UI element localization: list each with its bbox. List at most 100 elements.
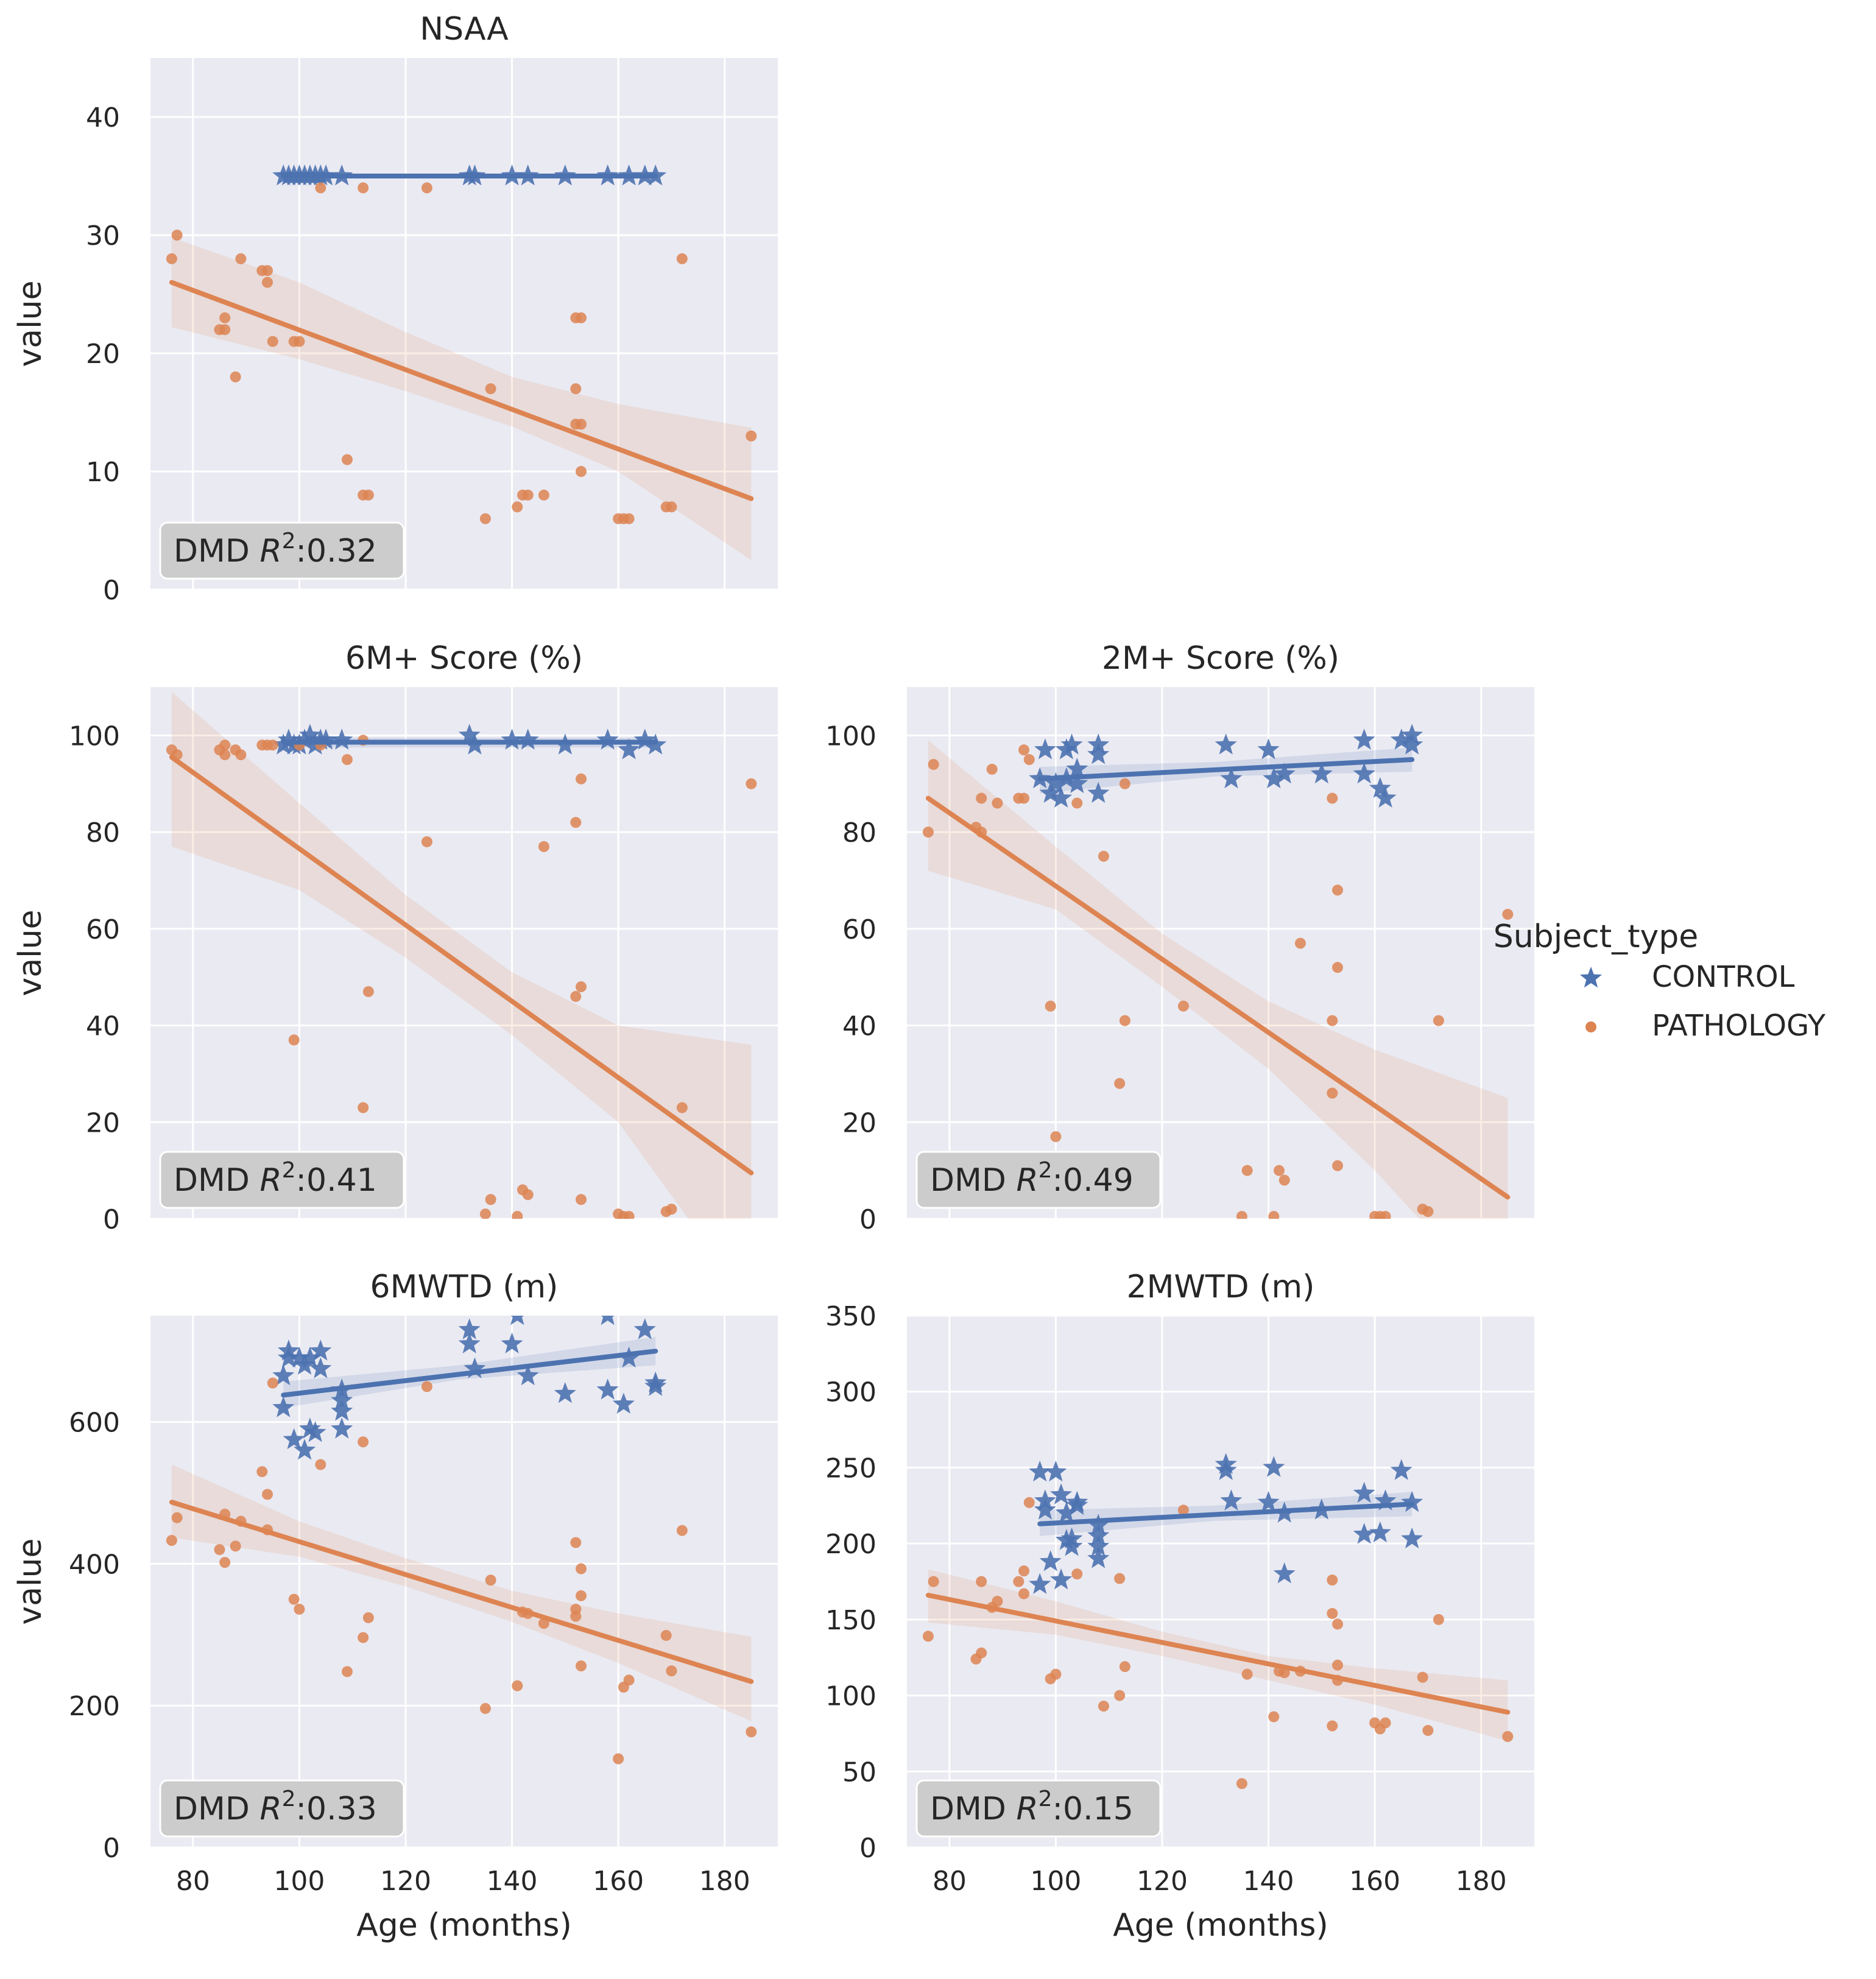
- pathology-point: [362, 986, 374, 997]
- pathology-point: [538, 489, 549, 501]
- control-point: [1045, 1460, 1067, 1482]
- pathology-point: [267, 739, 278, 751]
- pathology-point: [1177, 1505, 1189, 1516]
- pathology-point: [1241, 1668, 1253, 1680]
- control-point: [601, 1316, 615, 1325]
- panel-title: NSAA: [420, 11, 509, 48]
- pathology-point: [1241, 1165, 1253, 1176]
- regression-line: [925, 1592, 1511, 1715]
- x-tick-label: 100: [1030, 1866, 1081, 1897]
- star-icon: [1579, 967, 1603, 988]
- r2-annotation: DMD R2:0.32: [159, 521, 405, 580]
- control-point: [1050, 1568, 1073, 1590]
- pathology-point: [1327, 1015, 1338, 1026]
- pathology-point: [576, 1660, 587, 1672]
- pathology-point: [1119, 1015, 1130, 1026]
- control-point: [1257, 738, 1280, 760]
- pathology-point: [267, 1377, 278, 1389]
- control-point: [298, 1346, 321, 1368]
- pathology-point: [1274, 1165, 1285, 1176]
- regression-line: [169, 1500, 754, 1684]
- plot-content: [166, 164, 757, 560]
- pathology-point: [1327, 1087, 1338, 1099]
- control-point: [1374, 1489, 1397, 1511]
- pathology-point: [576, 1563, 587, 1575]
- panel-5: 0 50 100 150 200 250 300 350 80 100 120 140 160 180 2M…: [825, 1269, 1534, 1944]
- control-point: [1401, 733, 1423, 755]
- control-point: [1353, 728, 1375, 750]
- annotation-box: [159, 1151, 405, 1209]
- pathology-point: [570, 990, 582, 1002]
- x-tick-label: 180: [699, 1866, 750, 1897]
- control-point: [1087, 1547, 1110, 1568]
- regression-line: [1037, 757, 1415, 781]
- pathology-point: [992, 797, 1003, 809]
- pathology-point: [1236, 1778, 1247, 1790]
- pathology-point: [1236, 1211, 1247, 1219]
- y-tick-label: 50: [842, 1757, 876, 1788]
- pathology-point: [1332, 884, 1344, 896]
- pathology-point: [358, 182, 369, 194]
- control-point: [633, 728, 656, 750]
- control-point: [612, 1392, 635, 1414]
- control-point: [288, 1346, 311, 1368]
- pathology-point: [576, 1590, 587, 1601]
- control-point: [1220, 1489, 1243, 1511]
- pathology-point: [676, 253, 688, 264]
- legend-title: Subject_type: [1493, 919, 1699, 955]
- control-point: [1401, 1490, 1423, 1512]
- annotation-box: [159, 521, 405, 580]
- pathology-point: [485, 1194, 496, 1205]
- pathology-point: [746, 1726, 757, 1738]
- pathology-point: [166, 253, 177, 264]
- control-point: [1374, 786, 1397, 808]
- dot-icon: [1585, 1021, 1596, 1032]
- pathology-point: [570, 383, 582, 395]
- pathology-point: [485, 1575, 496, 1586]
- panel-1: 0 10 20 30 40 NSAA value DMD R2:0.32: [12, 11, 778, 606]
- y-tick-label: 40: [86, 1011, 120, 1042]
- control-point: [554, 1382, 576, 1403]
- pathology-point: [219, 324, 231, 336]
- pathology-point: [315, 182, 326, 194]
- pathology-point: [1023, 1497, 1035, 1508]
- pathology-point: [1278, 1174, 1290, 1186]
- pathology-point: [746, 778, 757, 789]
- pathology-point: [235, 749, 247, 761]
- control-point: [501, 728, 523, 750]
- control-point: [272, 1396, 295, 1417]
- pathology-point: [262, 265, 273, 277]
- pathology-point: [576, 773, 587, 785]
- y-tick-label: 0: [859, 1833, 876, 1864]
- y-tick-label: 100: [825, 1681, 876, 1712]
- pathology-point: [358, 1102, 369, 1113]
- control-point: [294, 1439, 316, 1460]
- pathology-point: [1380, 1717, 1391, 1729]
- x-tick-label: 160: [593, 1866, 644, 1897]
- control-point: [1060, 733, 1083, 755]
- x-tick-label: 140: [1243, 1866, 1294, 1897]
- regression-line: [169, 755, 754, 1176]
- y-tick-label: 80: [86, 817, 120, 848]
- control-point: [596, 1378, 619, 1400]
- confidence-band: [171, 691, 752, 1219]
- y-tick-label: 0: [103, 1833, 120, 1864]
- pathology-point: [992, 1595, 1003, 1607]
- pathology-point: [1332, 962, 1344, 973]
- y-tick-label: 60: [86, 914, 120, 945]
- pathology-point: [623, 513, 635, 524]
- pathology-point: [1433, 1015, 1444, 1026]
- y-tick-label: 250: [825, 1453, 876, 1484]
- annotation-text: DMD R2:0.49: [930, 1158, 1134, 1199]
- pathology-point: [1422, 1724, 1434, 1736]
- pathology-point: [1502, 1730, 1514, 1742]
- pathology-point: [219, 749, 231, 761]
- control-point: [633, 1318, 656, 1339]
- pathology-point: [922, 1631, 934, 1642]
- y-tick-label: 100: [69, 721, 120, 752]
- control-point: [618, 1346, 640, 1368]
- annotation-text: DMD R2:0.33: [174, 1787, 377, 1827]
- pathology-point: [512, 1211, 523, 1219]
- pathology-point: [666, 1665, 677, 1677]
- annotation-text: DMD R2:0.15: [930, 1787, 1134, 1827]
